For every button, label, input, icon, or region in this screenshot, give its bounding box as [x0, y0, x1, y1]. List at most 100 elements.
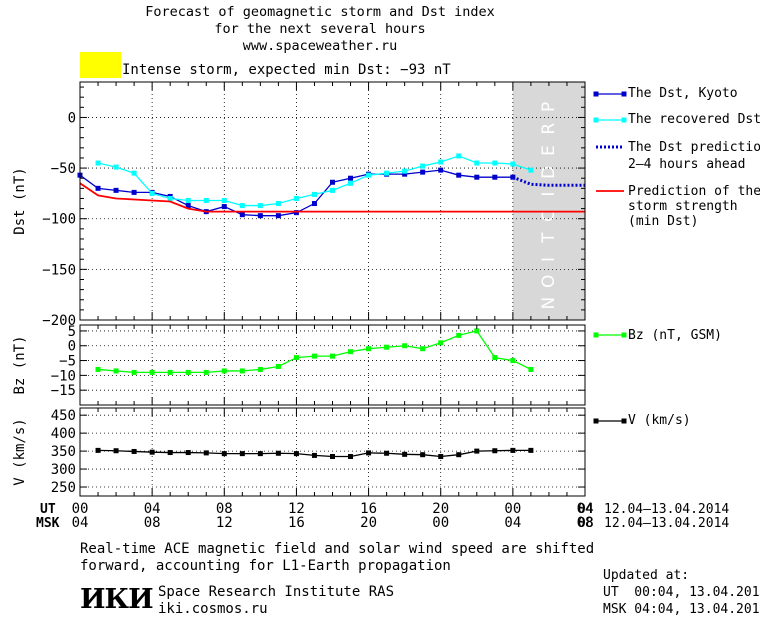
legend-swatch-kyoto-marker	[593, 91, 599, 97]
data-point	[384, 450, 390, 456]
prediction-band-letter: I	[539, 192, 559, 197]
data-point	[167, 195, 173, 201]
prediction-band-letter: D	[539, 166, 559, 179]
panel-frame	[79, 81, 586, 321]
data-point	[293, 210, 299, 216]
y-tick-label: 250	[51, 480, 76, 496]
data-point	[420, 169, 426, 175]
legend-label-strength-3: (min Dst)	[628, 214, 699, 229]
data-point	[348, 349, 354, 355]
ut-tick-label: 00	[504, 501, 521, 517]
ut-tick-label: 08	[216, 501, 233, 517]
data-point	[474, 174, 480, 180]
data-point	[456, 452, 462, 458]
ut-tick-label: 00	[72, 501, 89, 517]
legend-swatch-v-marker	[593, 418, 599, 424]
series-line-the-dst-prediction-2-4-hours-ahead	[512, 175, 585, 187]
data-point	[185, 197, 191, 203]
legend-swatch-v-marker	[621, 418, 627, 424]
data-point	[528, 366, 534, 372]
data-point	[402, 343, 408, 349]
data-point	[221, 368, 227, 374]
institute-site-link[interactable]: iki.cosmos.ru	[158, 601, 268, 617]
data-point	[510, 161, 516, 167]
storm-alert-text: Intense storm, expected min Dst: −93 nT	[122, 62, 451, 78]
legend-label-prediction-1: The Dst prediction	[628, 140, 760, 155]
y-tick-label: −50	[51, 161, 76, 177]
legend-swatch-bz-marker	[593, 332, 599, 338]
ut-tick-label: 12	[288, 501, 305, 517]
data-point	[384, 344, 390, 350]
data-point	[275, 450, 281, 456]
ut-tick-label: 04	[144, 501, 161, 517]
footer-note-line-1: Real-time ACE magnetic field and solar w…	[80, 541, 595, 557]
msk-date-range: 12.04–13.04.2014	[604, 516, 730, 531]
data-point	[167, 369, 173, 375]
data-point	[330, 179, 335, 185]
data-point	[492, 174, 498, 180]
y-axis-label: Dst (nT)	[12, 167, 28, 234]
msk-tick-label: 12	[216, 515, 233, 531]
y-tick-label: 400	[51, 426, 76, 442]
y-tick-label: −15	[51, 383, 76, 399]
series-line-prediction-of-the-storm-strength-min-dst	[79, 182, 585, 213]
data-point	[185, 450, 191, 456]
y-tick-label: −5	[59, 354, 76, 370]
data-point	[528, 167, 534, 173]
data-point	[113, 164, 119, 170]
y-tick-label: −10	[51, 368, 76, 384]
data-point	[239, 368, 245, 374]
panel-frame	[79, 324, 586, 406]
y-tick-label: 350	[51, 444, 76, 460]
data-point	[456, 172, 462, 178]
y-tick-label: 0	[68, 339, 76, 355]
chart-title-line-3: www.spaceweather.ru	[242, 38, 398, 54]
data-point	[311, 191, 317, 197]
data-point	[456, 153, 462, 159]
prediction-band-letter: C	[539, 210, 559, 222]
data-point	[474, 328, 480, 334]
data-point	[257, 366, 263, 372]
data-point	[420, 163, 426, 169]
legend-swatch-bz-marker	[621, 332, 627, 338]
data-point	[366, 450, 372, 456]
ut-tick-label: 16	[360, 501, 377, 517]
data-point	[95, 185, 101, 191]
prediction-band-letter: I	[539, 257, 559, 262]
data-point	[402, 451, 408, 457]
ut-axis-label: UT	[40, 502, 56, 517]
msk-tick-label: 08	[577, 515, 594, 531]
data-point	[203, 369, 209, 375]
data-point	[131, 369, 137, 375]
prediction-band-letter: O	[539, 275, 559, 288]
data-point	[149, 190, 155, 196]
data-point	[438, 340, 444, 346]
updated-ut: UT 00:04, 13.04.2014	[603, 585, 760, 600]
data-point	[293, 355, 299, 361]
prediction-band	[512, 82, 585, 320]
data-point	[456, 332, 462, 338]
data-point	[402, 171, 408, 177]
y-tick-label: 0	[68, 110, 76, 126]
msk-tick-label: 00	[432, 515, 449, 531]
legend-swatch-kyoto-marker	[621, 91, 627, 97]
data-point	[239, 451, 245, 457]
legend-label-recovered: The recovered Dst	[628, 112, 760, 127]
ut-last-tick: 04	[578, 502, 594, 517]
legend-label-strength-2: storm strength	[628, 199, 738, 214]
data-point	[492, 355, 498, 361]
data-point	[474, 448, 480, 454]
data-point	[221, 204, 227, 210]
prediction-band-letter: N	[539, 297, 559, 310]
data-point	[221, 451, 227, 457]
data-point	[474, 160, 480, 166]
data-point	[221, 197, 227, 203]
prediction-band-letter: R	[539, 123, 559, 135]
data-point	[131, 170, 137, 176]
y-tick-label: 5	[68, 324, 76, 340]
y-axis-label: Bz (nT)	[12, 335, 28, 394]
data-point	[330, 353, 335, 359]
chart-title-line-2: for the next several hours	[214, 21, 426, 37]
data-point	[275, 213, 281, 219]
